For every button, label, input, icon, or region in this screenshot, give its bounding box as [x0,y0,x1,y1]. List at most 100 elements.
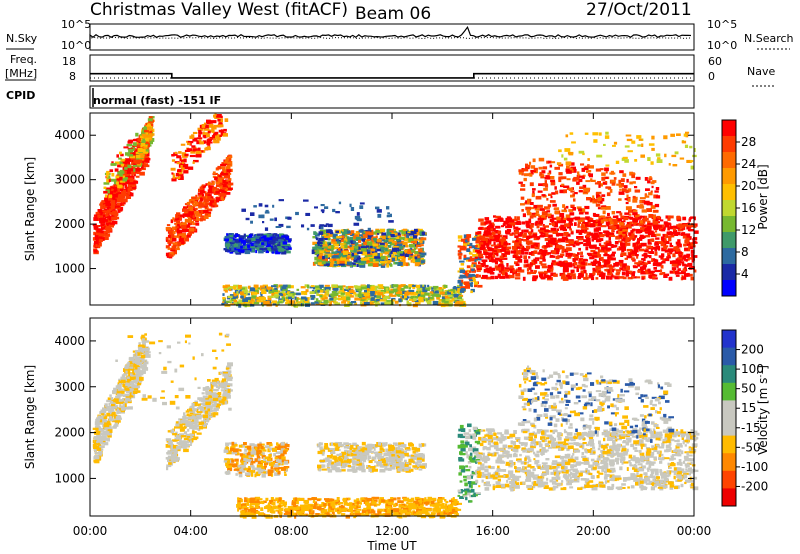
scatter-cell-7-263 [281,289,285,294]
scatter-cell-9-870 [616,269,621,272]
scatter-cell-6-72 [411,238,418,243]
scatter-cell-9-863 [593,251,598,255]
scatter-cell-11-11 [641,143,644,147]
scatter-cell-9-528 [552,222,558,225]
scatter-cell-9-44 [519,255,523,259]
scatter-cell-9-1115 [527,240,533,244]
scatter-cell-9-131 [561,250,564,254]
scatter-cell-7-606 [408,289,415,292]
scatter-cell-9-1074 [495,215,501,219]
scatter-cell-9-716 [533,250,538,254]
scatter-cell-10-137 [593,213,600,217]
scatter-cell-9-768 [561,274,566,279]
scatter-cell-9-821 [530,269,534,272]
scatter-cell-9-1136 [690,216,696,219]
scatter-cell-9-1149 [568,240,575,245]
scatter-cell-7-372 [335,286,338,289]
scatter-cell-9-1056 [690,223,693,227]
scatter-cell-9-973 [583,239,586,243]
scatter-cell-0-312 [103,230,110,234]
scatter-cell-9-1033 [482,260,486,264]
scatter-cell-10-320 [626,178,629,183]
scatter-cell-0-431 [119,187,124,192]
scatter-cell-10-171 [547,172,551,175]
scatter-cell-9-584 [536,236,541,240]
scatter-cell-9-103 [688,229,695,232]
scatter-cell-8-65 [471,275,476,278]
scatter-cell-10-68 [628,209,633,213]
scatter-cell-9-488 [585,273,588,277]
scatter-cell-1-138 [147,118,153,122]
scatter-cell-5-334 [256,233,261,236]
scatter-cell-9-1046 [610,276,613,280]
scatter-cell-6-543 [384,256,388,260]
scatter-cell-9-1147 [607,269,610,274]
scatter-cell-7-377 [266,302,272,307]
scatter-cell-9-1120 [631,257,635,261]
scatter-cell-8-109 [457,245,461,248]
scatter-cell-9-587 [641,262,646,265]
scatter-cell-4-68 [203,128,210,131]
scatter-cell-0-473 [111,186,116,189]
scatter-cell-3-325 [188,232,192,236]
scatter-cell-1-135 [135,155,141,159]
scatter-cell-9-654 [685,237,690,241]
scatter-cell-3-255 [212,171,216,175]
scatter-cell-10-280 [588,173,593,178]
scatter-cell-0-2 [105,222,110,226]
scatter-cell-9-1101 [547,252,551,255]
scatter-cell-0-503 [141,162,144,165]
scatter-cell-9-943 [513,232,516,236]
scatter-cell-2-6 [111,161,114,164]
scatter-cell-9-457 [661,261,666,264]
scatter-cell-7-557 [222,286,228,289]
scatter-cell-7-693 [422,289,428,293]
scatter-cell-9-783 [494,246,500,249]
scatter-cell-5-248 [223,248,226,251]
scatter-cell-9-722 [577,276,581,280]
scatter-cell-7-561 [436,288,443,292]
scatter-cell-9-318 [624,257,628,260]
scatter-cell-3-358 [166,224,171,227]
scatter-cell-10-355 [602,210,606,215]
scatter-cell-6-658 [365,231,371,235]
scatter-cell-1-104 [147,122,151,125]
scatter-cell-0-517 [129,168,135,172]
scatter-cell-5-340 [247,248,252,252]
scatter-cell-9-1169 [660,269,663,273]
scatter-cell-6-664 [317,243,320,246]
scatter-cell-9-774 [591,255,595,258]
scatter-cell-3-387 [165,227,171,231]
scatter-cell-6-483 [358,246,361,250]
nave-label: Nave [747,65,775,78]
scatter-cell-6-622 [390,237,396,241]
scatter-cell-6-672 [346,236,350,240]
noise-tick-top-left: 10^5 [61,18,91,31]
scatter-cell-9-305 [676,224,682,228]
scatter-cell-9-1224 [490,254,493,258]
scatter-cell-6-362 [328,233,335,237]
scatter-cell-4-157 [224,118,229,122]
scatter-cell-8-95 [459,267,464,271]
scatter-cell-3-76 [220,166,223,169]
scatter-cell-6-741 [417,255,420,259]
scatter-cell-6-657 [407,248,411,252]
scatter-cell-9-1237 [490,272,495,275]
scatter-cell-6-613 [318,255,323,260]
scatter-cell-10-156 [530,171,534,175]
scatter-cell-9-185 [577,252,580,255]
scatter-cell-9-187 [483,249,488,252]
scatter-cell-0-237 [124,184,127,188]
scatter-cell-10-1 [580,163,585,166]
scatter-cell-3-270 [216,189,222,193]
scatter-cell-9-1129 [525,245,531,250]
scatter-cell-3-282 [192,213,196,216]
scatter-cell-9-1246 [625,237,632,240]
scatter-cell-4-126 [171,178,177,182]
scatter-cell-10-107 [539,208,545,211]
scatter-cell-9-676 [643,255,648,259]
scatter-cell-10-115 [600,215,606,218]
scatter-cell-9-721 [567,272,573,276]
scatter-cell-1-115 [144,129,149,133]
scatter-cell-9-1288 [671,263,678,267]
